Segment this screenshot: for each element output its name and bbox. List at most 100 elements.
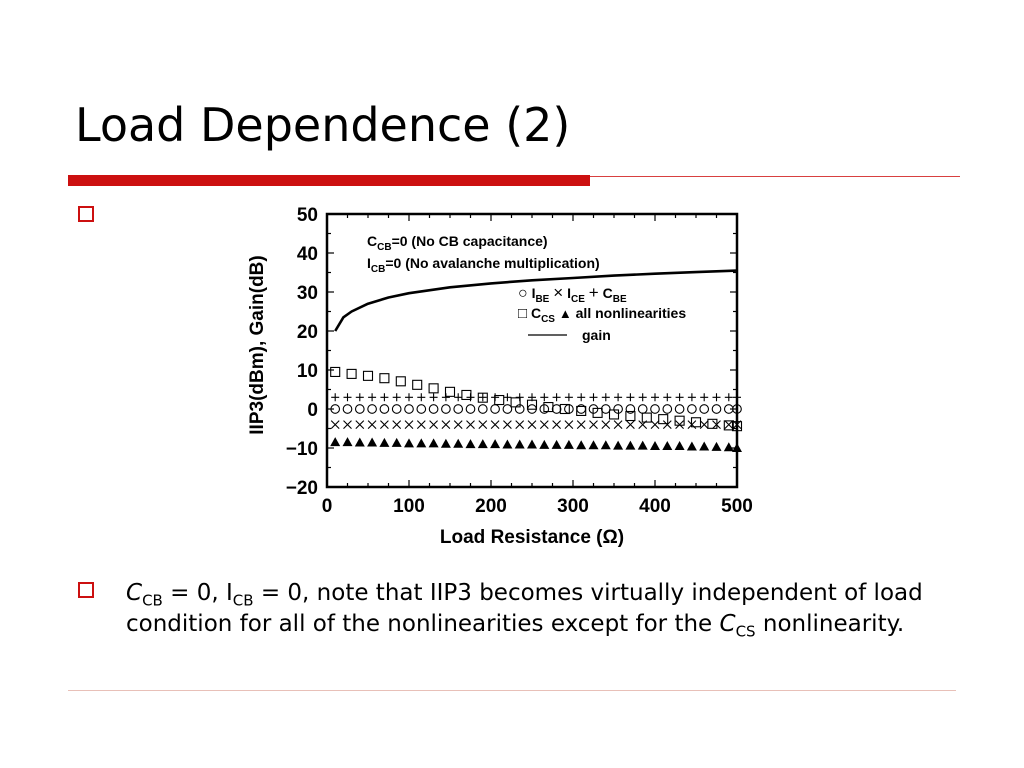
data-point — [674, 404, 685, 414]
data-point — [552, 393, 561, 402]
data-point — [600, 404, 611, 414]
data-point — [428, 438, 439, 448]
data-point — [380, 420, 389, 429]
y-tick-label: 0 — [307, 400, 318, 421]
legend-row-3: gain — [582, 327, 611, 343]
data-point — [342, 437, 353, 447]
data-point — [592, 407, 603, 418]
data-point — [428, 383, 439, 394]
series-cbe — [331, 393, 741, 402]
data-point — [367, 420, 377, 429]
data-point — [663, 393, 672, 402]
series-gain — [334, 269, 738, 332]
data-point — [711, 404, 722, 414]
data-point — [641, 412, 652, 423]
data-point — [392, 420, 402, 429]
data-point — [330, 420, 340, 429]
data-point — [453, 420, 463, 429]
data-point — [354, 437, 365, 447]
data-point — [551, 439, 562, 449]
data-point — [723, 442, 734, 452]
data-point — [355, 420, 365, 429]
data-point — [478, 393, 487, 402]
data-point — [343, 420, 352, 429]
data-point — [453, 438, 464, 448]
data-point — [461, 389, 472, 401]
footer-rule — [68, 690, 956, 691]
data-point — [589, 420, 598, 429]
data-point — [564, 393, 573, 402]
gain-line — [334, 269, 738, 332]
data-point — [613, 440, 624, 450]
data-point — [662, 441, 673, 451]
data-point — [330, 404, 341, 414]
data-point — [379, 437, 390, 447]
data-point — [690, 417, 702, 428]
x-axis-label: Load Resistance (Ω) — [440, 527, 624, 548]
data-point — [346, 368, 357, 379]
data-point — [658, 414, 669, 425]
data-point — [416, 420, 426, 429]
data-point — [650, 420, 660, 429]
data-point — [650, 441, 660, 451]
x-tick-label: 300 — [557, 496, 589, 517]
data-point — [724, 393, 733, 402]
data-point — [625, 440, 636, 450]
data-point — [417, 393, 426, 402]
data-point — [662, 420, 672, 429]
legend-row-1: ○ IBE × ICE + CBE — [518, 283, 627, 305]
data-point — [637, 440, 648, 450]
data-point — [674, 441, 685, 451]
data-point — [707, 418, 718, 429]
data-point — [564, 420, 574, 429]
data-point — [577, 393, 586, 402]
legend-row-2: □ CCS ▲ all nonlinearities — [518, 305, 686, 325]
series-ice — [330, 420, 742, 429]
data-point — [391, 437, 402, 447]
data-point — [429, 420, 438, 429]
data-point — [392, 393, 401, 402]
data-point — [354, 404, 365, 414]
data-point — [700, 393, 709, 402]
data-point — [699, 441, 710, 451]
data-point — [367, 437, 378, 447]
title-rule-thick — [68, 175, 590, 186]
data-point — [686, 441, 697, 451]
data-point — [379, 404, 390, 414]
data-point — [510, 397, 521, 408]
data-point — [453, 404, 464, 414]
data-point — [477, 404, 488, 414]
data-point — [494, 394, 505, 406]
data-point — [527, 420, 537, 429]
data-point — [626, 420, 635, 429]
data-point — [601, 393, 610, 402]
annotation-ccb: CCB=0 (No CB capacitance) — [367, 233, 548, 253]
data-point — [543, 402, 554, 413]
data-point — [395, 376, 406, 387]
slide-title: Load Dependence (2) — [75, 98, 571, 152]
data-point — [712, 393, 721, 402]
data-point — [540, 393, 549, 402]
x-tick-label: 200 — [475, 496, 507, 517]
x-tick-label: 500 — [721, 496, 753, 517]
data-point — [503, 393, 512, 402]
data-point — [687, 393, 696, 402]
data-point — [444, 386, 456, 397]
y-tick-label: 30 — [297, 283, 318, 304]
data-point — [559, 403, 570, 415]
data-point — [539, 420, 549, 429]
data-point — [600, 440, 611, 450]
data-point — [526, 399, 538, 410]
y-tick-label: 40 — [297, 244, 318, 265]
data-point — [608, 409, 620, 420]
data-point — [441, 404, 451, 414]
data-point — [576, 440, 587, 450]
data-point — [330, 437, 341, 447]
data-point — [626, 393, 635, 402]
data-point — [490, 420, 500, 429]
data-point — [515, 420, 525, 429]
data-point — [687, 404, 697, 414]
y-axis-label: IIP3(dBm), Gain(dB) — [247, 255, 268, 434]
data-point — [625, 410, 636, 422]
